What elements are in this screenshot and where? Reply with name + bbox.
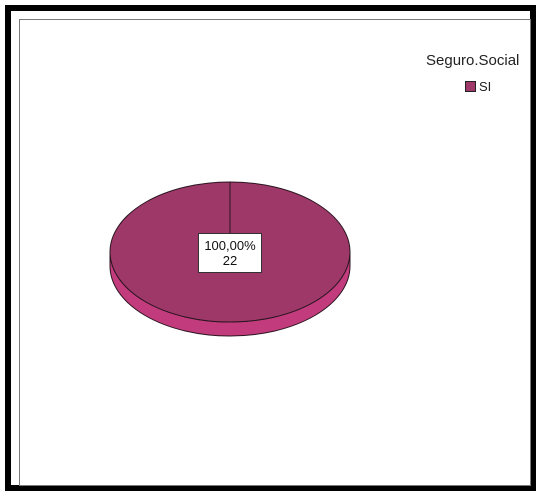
chart-frame: 100,00% 22 Seguro.Social SI xyxy=(5,5,536,491)
chart-area: 100,00% 22 Seguro.Social SI xyxy=(19,19,531,486)
data-label-count: 22 xyxy=(222,253,238,268)
legend-label-si: SI xyxy=(479,78,492,94)
pie-chart xyxy=(109,181,351,337)
data-label-percent: 100,00% xyxy=(204,238,256,253)
legend-title: Seguro.Social xyxy=(426,52,520,69)
data-label: 100,00% 22 xyxy=(198,233,262,273)
legend-swatch-si xyxy=(465,80,476,92)
legend-item-si: SI xyxy=(465,78,491,94)
